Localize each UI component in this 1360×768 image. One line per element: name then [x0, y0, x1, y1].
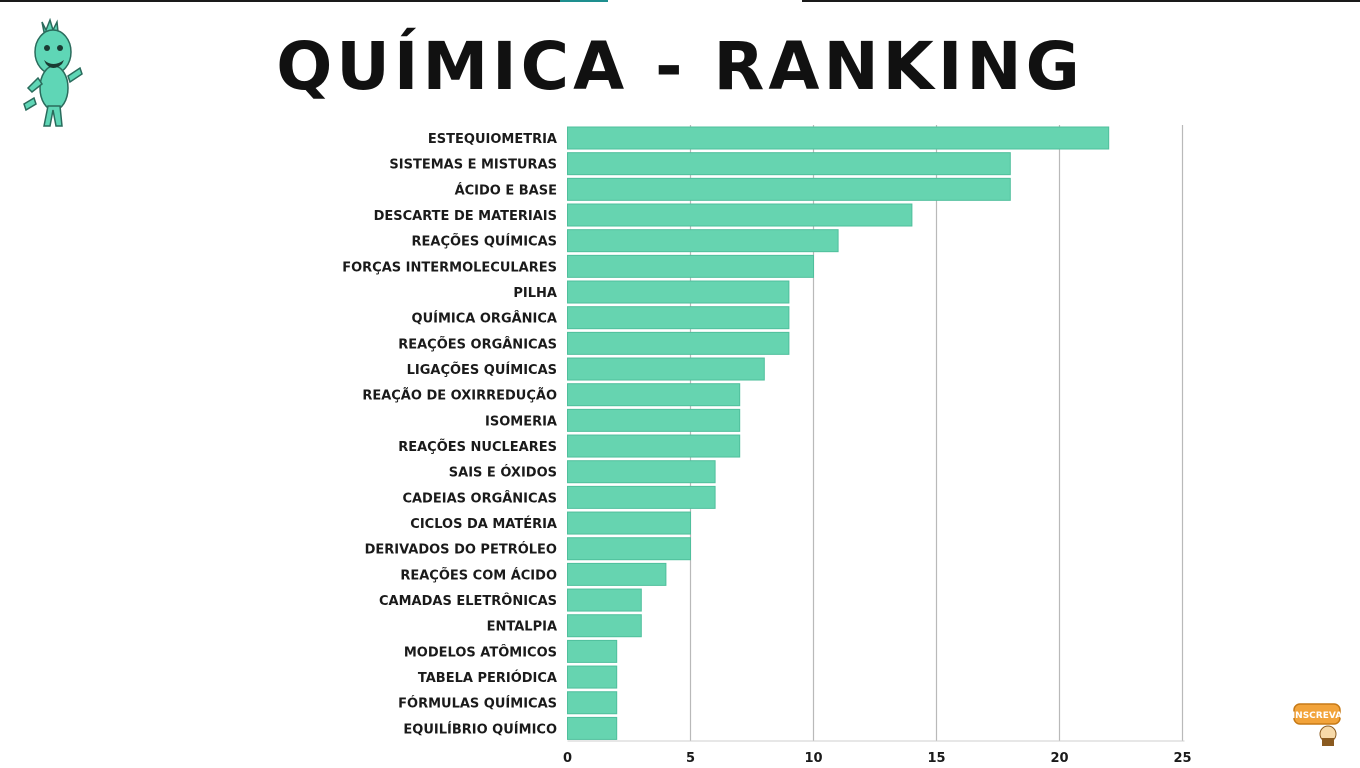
top-border-accent: [560, 0, 608, 2]
bar: [567, 537, 691, 561]
category-label: FORÇAS INTERMOLECULARES: [342, 260, 557, 275]
x-tick-label: 20: [1050, 751, 1068, 766]
bar: [567, 434, 741, 458]
category-label: DERIVADOS DO PETRÓLEO: [365, 542, 557, 558]
bar: [567, 408, 741, 432]
bar: [567, 254, 814, 278]
category-label: ENTALPIA: [487, 620, 557, 635]
page-title: QUÍMICA - RANKING: [276, 28, 1084, 105]
bar: [567, 665, 618, 689]
bar: [567, 126, 1110, 150]
badge-shape: [1293, 703, 1341, 725]
top-border: [802, 0, 1360, 2]
bar: [567, 357, 765, 381]
mascot-icon: [23, 18, 83, 127]
badge-body: [1322, 738, 1334, 746]
x-tick-label: 10: [804, 751, 822, 766]
category-label: MODELOS ATÔMICOS: [404, 644, 557, 660]
x-tick-label: 0: [563, 751, 572, 766]
x-tick-label: 25: [1173, 751, 1191, 766]
x-tick-label: 5: [686, 751, 695, 766]
category-label: CAMADAS ELETRÔNICAS: [379, 593, 557, 609]
x-tick-label: 15: [927, 751, 945, 766]
bar: [567, 614, 642, 638]
category-label: REAÇÕES ORGÂNICAS: [398, 336, 557, 352]
bar: [567, 280, 790, 304]
bar: [567, 177, 1011, 201]
category-label: EQUILÍBRIO QUÍMICO: [403, 721, 557, 737]
bar: [567, 716, 618, 740]
bar: [567, 588, 642, 612]
category-label: DESCARTE DE MATERIAIS: [374, 209, 557, 224]
category-label: REAÇÃO DE OXIRREDUÇÃO: [362, 388, 557, 404]
bar: [567, 152, 1011, 176]
category-label: PILHA: [513, 286, 557, 301]
category-label: SISTEMAS E MISTURAS: [389, 158, 557, 173]
category-label: REAÇÕES COM ÁCIDO: [400, 567, 557, 583]
category-label: FÓRMULAS QUÍMICAS: [398, 696, 557, 712]
category-label: REAÇÕES NUCLEARES: [398, 439, 557, 455]
category-label: TABELA PERIÓDICA: [418, 670, 557, 686]
category-label: CADEIAS ORGÂNICAS: [402, 490, 557, 506]
badge-label: INSCREVA: [1292, 711, 1342, 721]
bar: [567, 639, 618, 663]
bar: [567, 562, 667, 586]
category-label: ÁCIDO E BASE: [455, 182, 557, 198]
bar: [567, 229, 839, 253]
category-label: REAÇÕES QUÍMICAS: [412, 234, 558, 250]
category-label: ESTEQUIOMETRIA: [428, 132, 557, 147]
bar: [567, 485, 716, 509]
bar: [567, 691, 618, 715]
category-label: QUÍMICA ORGÂNICA: [412, 311, 557, 327]
bar: [567, 203, 913, 227]
bar: [567, 383, 741, 407]
category-label: ISOMERIA: [485, 414, 557, 429]
bar: [567, 306, 790, 330]
bar: [567, 460, 716, 484]
bar: [567, 331, 790, 355]
category-label: LIGAÇÕES QUÍMICAS: [407, 362, 557, 378]
bar: [567, 511, 691, 535]
subscribe-badge[interactable]: INSCREVA: [1292, 700, 1342, 748]
category-label: CICLOS DA MATÉRIA: [410, 516, 557, 532]
top-border: [0, 0, 560, 2]
category-label: SAIS E ÓXIDOS: [449, 465, 557, 481]
